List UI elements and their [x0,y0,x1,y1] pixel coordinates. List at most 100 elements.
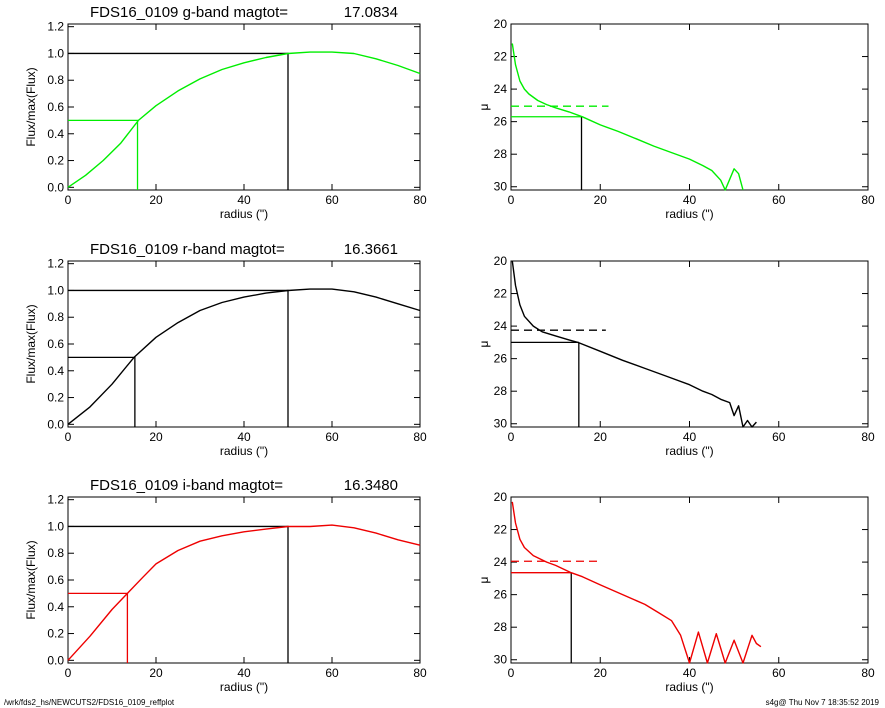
x-tick-label: 40 [683,430,697,444]
data-series-line [67,524,421,661]
x-axis-label: radius (") [665,207,713,221]
total-radius-guide [68,52,289,190]
x-tick-label: 80 [861,666,875,680]
footer-timestamp: s4g@ Thu Nov 7 18:35:52 2019 [765,698,879,707]
x-tick-label: 20 [149,193,163,207]
x-tick-label: 20 [594,193,608,207]
y-tick-label: 30 [494,417,508,431]
y-axis-label: μ [477,576,491,583]
y-tick-label: 0.4 [47,600,64,614]
y-tick-label: 0.4 [47,127,64,141]
panel-4: 0 20 40 60 80 20 22 24 26 28 30 radius (") μ [477,254,875,458]
y-tick-label: 28 [494,147,508,161]
y-tick-label: 1.2 [47,257,64,271]
y-tick-label: 28 [494,620,508,634]
panel-2: 0 20 40 60 80 20 22 24 26 28 30 radius (") μ [477,17,875,221]
x-axis-label: radius (") [220,207,268,221]
panel-title-value: 17.0834 [344,4,398,21]
y-tick-label: 1.0 [47,46,64,60]
data-series-line [67,288,421,425]
y-tick-label: 0.0 [47,417,64,431]
y-axis-label: μ [477,103,491,110]
x-tick-label: 80 [861,430,875,444]
y-tick-label: 20 [494,254,508,268]
total-radius-guide [68,525,289,663]
y-tick-label: 30 [494,653,508,667]
data-series-line [511,260,757,428]
y-tick-label: 30 [494,180,508,194]
y-tick-label: 0.6 [47,337,64,351]
y-tick-label: 1.2 [47,493,64,507]
data-series-line [511,43,744,191]
panel-3: 0 20 40 60 80 0.0 0.2 0.4 0.6 0.8 1.0 1.2 radius (")… [24,241,427,458]
y-tick-label: 0.0 [47,180,64,194]
panel-title: FDS16_0109 i-band magtot= [90,477,283,494]
x-tick-label: 80 [413,666,427,680]
x-tick-label: 60 [772,666,786,680]
plot-frame [510,23,869,191]
y-tick-label: 24 [494,319,508,333]
y-axis-label: Flux/max(Flux) [24,540,38,619]
y-tick-label: 0.6 [47,100,64,114]
x-tick-label: 20 [594,430,608,444]
y-tick-label: 26 [494,115,508,129]
x-tick-label: 40 [237,193,251,207]
y-tick-label: 0.8 [47,546,64,560]
y-tick-label: 24 [494,555,508,569]
x-axis-label: radius (") [665,444,713,458]
panel-title: FDS16_0109 r-band magtot= [90,241,285,258]
y-tick-label: 0.2 [47,154,64,168]
data-series-line [511,501,762,664]
y-tick-label: 1.2 [47,20,64,34]
y-tick-label: 22 [494,50,508,64]
y-tick-label: 24 [494,82,508,96]
x-tick-label: 0 [508,666,515,680]
panels-group: 0 20 40 60 80 0.0 0.2 0.4 0.6 0.8 1.0 1.2 radius (")… [24,4,875,694]
panel-title-value: 16.3661 [344,241,398,258]
x-tick-label: 60 [772,193,786,207]
x-axis-label: radius (") [220,444,268,458]
half-light-guide [68,119,139,190]
x-tick-label: 0 [508,430,515,444]
y-tick-label: 0.6 [47,573,64,587]
y-tick-label: 20 [494,490,508,504]
plot-frame [510,496,869,664]
x-tick-label: 80 [413,430,427,444]
data-series-line [67,51,421,188]
panel-6: 0 20 40 60 80 20 22 24 26 28 30 radius (") μ [477,490,875,694]
x-tick-label: 40 [237,430,251,444]
x-axis-label: radius (") [220,680,268,694]
y-tick-label: 0.2 [47,391,64,405]
x-tick-label: 0 [65,666,72,680]
y-tick-label: 20 [494,17,508,31]
x-tick-label: 40 [237,666,251,680]
y-tick-label: 1.0 [47,283,64,297]
y-axis-label: Flux/max(Flux) [24,67,38,146]
y-tick-label: 22 [494,287,508,301]
y-axis-label: Flux/max(Flux) [24,304,38,383]
x-tick-label: 20 [149,666,163,680]
plot-frame [67,260,421,428]
x-tick-label: 0 [65,430,72,444]
footer-path: /wrk/fds2_hs/NEWCUTS2/FDS16_0109_reffplo… [4,698,175,707]
x-tick-label: 0 [508,193,515,207]
plot-frame [67,496,421,664]
x-tick-label: 60 [325,430,339,444]
panel-title: FDS16_0109 g-band magtot= [90,4,288,21]
plot-frame [510,260,869,428]
y-tick-label: 0.0 [47,653,64,667]
y-tick-label: 0.4 [47,364,64,378]
x-tick-label: 0 [65,193,72,207]
y-tick-label: 28 [494,384,508,398]
x-tick-label: 60 [325,666,339,680]
x-tick-label: 60 [325,193,339,207]
y-tick-label: 26 [494,588,508,602]
x-tick-label: 60 [772,430,786,444]
panel-5: 0 20 40 60 80 0.0 0.2 0.4 0.6 0.8 1.0 1.2 radius (")… [24,477,427,694]
y-tick-label: 1.0 [47,519,64,533]
x-tick-label: 40 [683,193,697,207]
total-radius-guide [68,289,289,427]
y-tick-label: 0.2 [47,627,64,641]
panel-title-value: 16.3480 [344,477,398,494]
